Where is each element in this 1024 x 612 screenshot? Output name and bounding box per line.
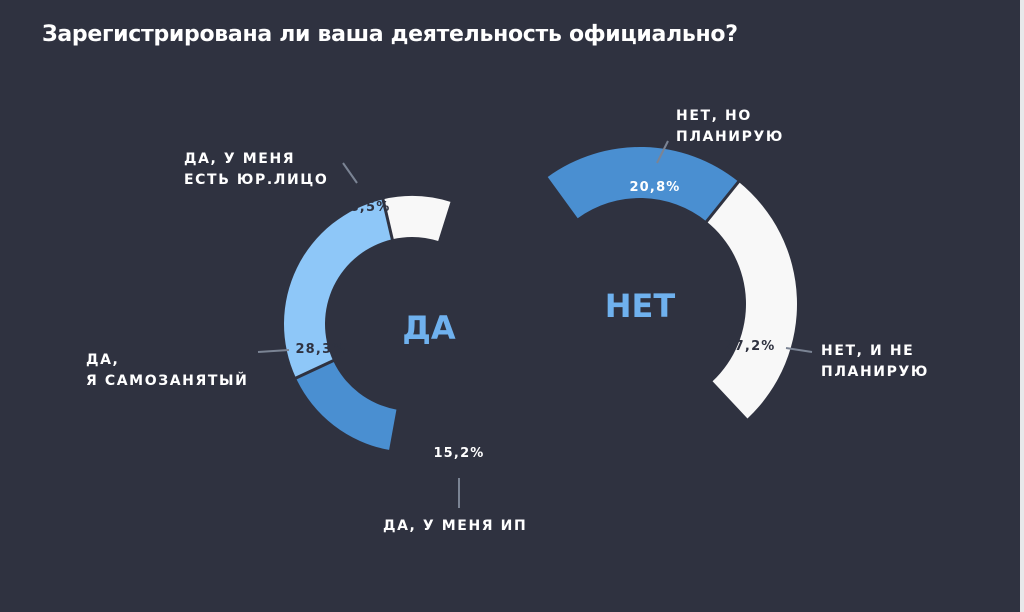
- data-label-no-not-planning: 27,2%: [724, 339, 775, 354]
- connector-lines: [257, 140, 813, 508]
- slice-separator: [704, 179, 741, 224]
- slice-no-not-planning: [706, 181, 798, 419]
- donut-no: 20,8% 27,2% НЕТ: [547, 146, 798, 419]
- label-yes-self-line2: Я САМОЗАНЯТЫЙ: [86, 372, 248, 389]
- data-label-yes-ip: 15,2%: [433, 446, 484, 461]
- center-label-no: НЕТ: [605, 287, 676, 325]
- label-yes-legal-line1: ДА, У МЕНЯ: [184, 151, 295, 167]
- slice-separator: [293, 358, 336, 381]
- data-label-yes-self-employed: 28,3%: [295, 342, 346, 357]
- frame-edge: [1020, 0, 1024, 612]
- label-yes-self-line1: ДА,: [86, 352, 119, 368]
- data-label-no-planning: 20,8%: [629, 180, 680, 195]
- slice-separator: [381, 197, 395, 242]
- chart-title: Зарегистрирована ли ваша деятельность оф…: [42, 22, 738, 47]
- connector-yes-self: [257, 349, 290, 353]
- slice-yes-legal-entity: [382, 195, 451, 242]
- data-label-yes-legal-entity: 8,5%: [350, 200, 391, 215]
- label-yes-ip: ДА, У МЕНЯ ИП: [383, 518, 527, 534]
- connector-yes-legal: [342, 162, 358, 184]
- slice-no-planning: [547, 146, 739, 222]
- label-no-planning-line1: НЕТ, НО: [676, 108, 752, 124]
- label-no-not-planning-line1: НЕТ, И НЕ: [821, 343, 914, 359]
- center-label-yes: ДА: [402, 309, 456, 347]
- label-no-not-planning-line2: ПЛАНИРУЮ: [821, 364, 929, 380]
- slice-yes-self-employed: [284, 199, 393, 379]
- connector-no-planning: [656, 140, 669, 164]
- label-no-planning-line2: ПЛАНИРУЮ: [676, 129, 784, 145]
- connector-no-not-planning: [785, 347, 813, 353]
- label-yes-legal-line2: ЕСТЬ ЮР.ЛИЦО: [184, 172, 328, 188]
- donut-yes: 8,5% 28,3% 15,2% ДА: [284, 195, 484, 461]
- slice-yes-ip: [295, 360, 397, 450]
